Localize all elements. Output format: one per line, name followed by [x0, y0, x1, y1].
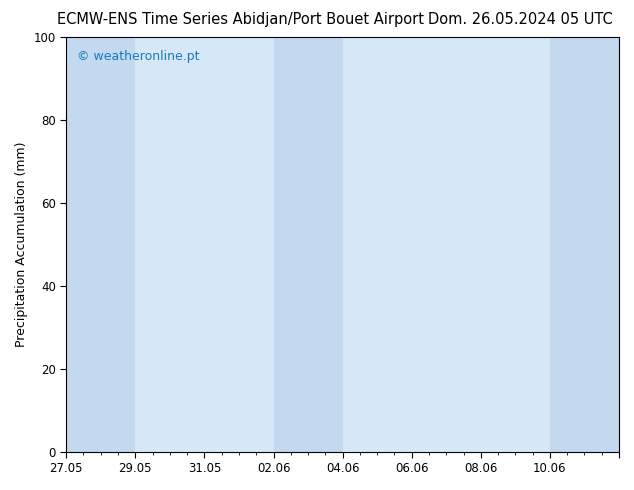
Text: © weatheronline.pt: © weatheronline.pt [77, 49, 200, 63]
Bar [66, 37, 135, 452]
Bar [273, 37, 342, 452]
Y-axis label: Precipitation Accumulation (mm): Precipitation Accumulation (mm) [15, 142, 28, 347]
Text: ECMW-ENS Time Series Abidjan/Port Bouet Airport: ECMW-ENS Time Series Abidjan/Port Bouet … [58, 12, 424, 27]
Text: Dom. 26.05.2024 05 UTC: Dom. 26.05.2024 05 UTC [427, 12, 612, 27]
Bar [550, 37, 619, 452]
